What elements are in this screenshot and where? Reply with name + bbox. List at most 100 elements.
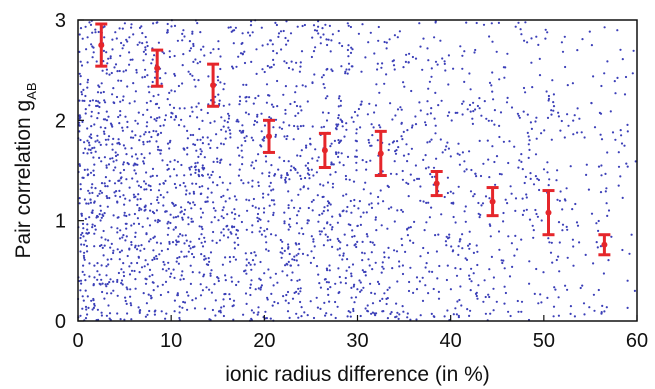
scatter-point	[99, 143, 102, 146]
scatter-point	[86, 228, 89, 231]
scatter-point	[310, 168, 313, 171]
scatter-point	[364, 56, 367, 59]
scatter-point	[321, 111, 325, 114]
scatter-point	[514, 234, 517, 237]
scatter-point	[168, 91, 171, 94]
scatter-point	[488, 223, 491, 226]
scatter-point	[157, 189, 161, 192]
scatter-point	[323, 227, 326, 230]
scatter-point	[556, 198, 559, 201]
scatter-point	[120, 41, 123, 45]
scatter-point	[235, 283, 238, 287]
scatter-point	[144, 259, 147, 262]
scatter-points	[77, 19, 637, 322]
scatter-point	[236, 236, 239, 240]
scatter-point	[345, 269, 348, 272]
scatter-point	[287, 260, 290, 263]
scatter-point	[173, 74, 177, 77]
scatter-point	[493, 160, 496, 164]
scatter-point	[337, 29, 340, 33]
scatter-point	[166, 248, 169, 251]
scatter-point	[398, 30, 401, 33]
scatter-point	[107, 239, 110, 242]
scatter-point	[119, 171, 122, 174]
scatter-point	[597, 219, 600, 223]
scatter-point	[600, 174, 603, 177]
scatter-point	[558, 241, 561, 244]
scatter-point	[122, 144, 125, 147]
scatter-point	[227, 126, 230, 129]
scatter-point	[336, 221, 339, 224]
scatter-point	[364, 274, 367, 277]
scatter-point	[256, 113, 259, 116]
scatter-point	[112, 249, 115, 252]
scatter-point	[502, 66, 505, 69]
scatter-point	[579, 286, 582, 290]
scatter-point	[157, 41, 160, 44]
scatter-point	[164, 179, 167, 182]
scatter-point	[85, 245, 88, 248]
scatter-point	[286, 274, 289, 277]
scatter-point	[115, 190, 118, 193]
scatter-point	[377, 195, 380, 199]
scatter-point	[536, 177, 539, 180]
scatter-point	[90, 299, 93, 302]
scatter-point	[79, 188, 82, 191]
scatter-point	[482, 300, 485, 303]
scatter-point	[600, 164, 603, 167]
scatter-point	[510, 242, 513, 245]
scatter-point	[291, 271, 294, 274]
scatter-point	[229, 132, 232, 135]
scatter-point	[464, 220, 467, 223]
scatter-point	[147, 293, 150, 296]
scatter-point	[196, 138, 199, 141]
scatter-point	[142, 59, 145, 62]
scatter-point	[128, 186, 131, 189]
scatter-point	[140, 25, 143, 28]
scatter-point	[222, 228, 225, 231]
scatter-point	[361, 251, 364, 254]
scatter-point	[465, 168, 468, 171]
scatter-point	[330, 142, 333, 145]
scatter-point	[81, 222, 85, 225]
scatter-point	[402, 154, 406, 157]
scatter-point	[388, 38, 391, 41]
scatter-point	[78, 164, 82, 167]
scatter-point	[464, 205, 467, 208]
scatter-point	[342, 164, 345, 167]
scatter-point	[297, 242, 301, 245]
scatter-point	[260, 112, 263, 115]
scatter-point	[603, 310, 606, 313]
scatter-point	[104, 283, 107, 286]
scatter-point	[520, 153, 523, 156]
scatter-point	[303, 23, 306, 27]
scatter-point	[537, 178, 541, 182]
scatter-point	[174, 186, 178, 189]
scatter-point	[289, 169, 292, 172]
scatter-point	[99, 91, 103, 94]
scatter-point	[327, 202, 331, 205]
scatter-point	[217, 93, 220, 96]
scatter-point	[117, 271, 120, 275]
scatter-point	[116, 200, 119, 203]
scatter-point	[108, 73, 111, 76]
error-bar-mean	[377, 150, 384, 157]
scatter-point	[484, 195, 488, 198]
scatter-point	[302, 185, 305, 188]
scatter-point	[339, 99, 342, 102]
scatter-point	[149, 100, 152, 103]
scatter-point	[390, 311, 393, 314]
scatter-point	[125, 227, 128, 230]
scatter-point	[345, 210, 348, 213]
scatter-point	[424, 121, 427, 124]
scatter-point	[452, 67, 455, 70]
scatter-point	[454, 267, 457, 270]
scatter-point	[590, 44, 594, 47]
scatter-point	[389, 172, 393, 175]
scatter-point	[256, 313, 259, 316]
scatter-point	[352, 309, 355, 313]
scatter-point	[195, 149, 198, 152]
scatter-point	[142, 292, 145, 295]
scatter-point	[389, 312, 392, 315]
scatter-point	[272, 199, 275, 202]
